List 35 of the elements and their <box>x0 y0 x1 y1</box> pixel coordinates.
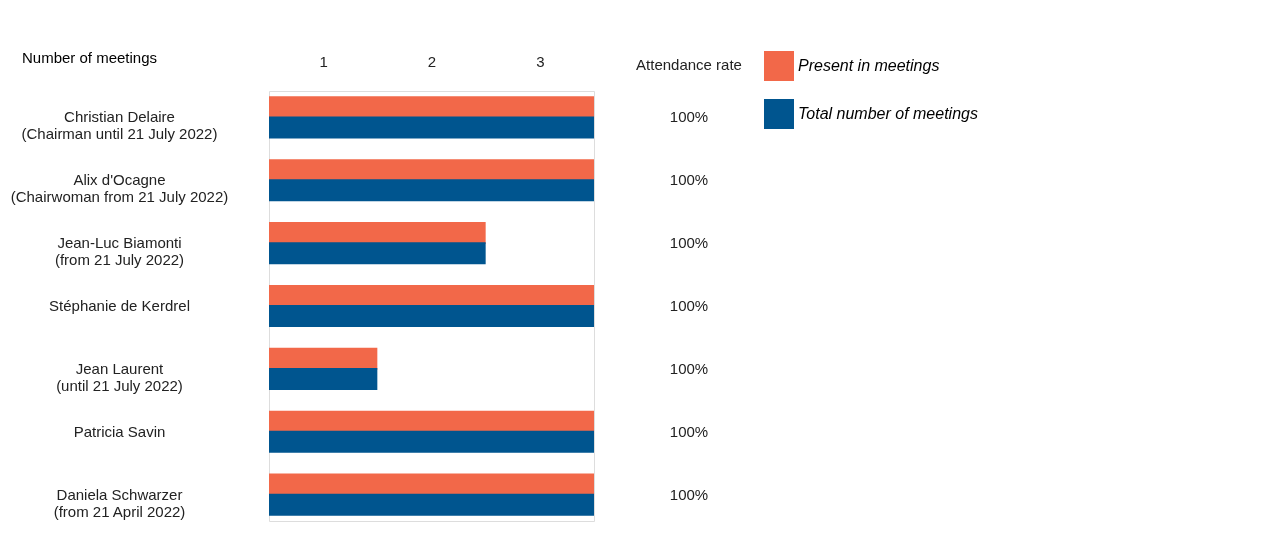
bar <box>269 305 594 328</box>
bar <box>269 116 594 139</box>
y-tick-label: Patricia Savin <box>73 422 166 440</box>
y-tick-label: Jean-Luc Biamonti (from 21 July 2022) <box>54 234 185 269</box>
bar <box>269 367 378 390</box>
y-tick-label: Christian Delaire (Chairman until 21 July 2022) <box>21 108 218 143</box>
text: 100% <box>669 234 709 252</box>
text: 100% <box>669 171 709 189</box>
x-tick-label: 3 <box>536 52 545 70</box>
bar <box>269 430 594 453</box>
bar <box>269 159 594 182</box>
text: 100% <box>669 422 709 440</box>
bar <box>269 284 594 307</box>
text: 100% <box>669 485 709 503</box>
bar <box>269 96 594 119</box>
bar <box>269 347 378 370</box>
bar <box>269 410 594 433</box>
bar <box>269 493 594 516</box>
y-tick-label: Daniela Schwarzer (from 21 April 2022) <box>53 485 186 520</box>
text: 100% <box>669 108 709 126</box>
bar <box>269 179 594 202</box>
text: 100% <box>669 359 709 377</box>
text: 100% <box>669 297 709 314</box>
bar <box>269 222 486 245</box>
text: Attendance rate <box>636 56 742 73</box>
y-tick-label: Alix d'Ocagne (Chairwoman from 21 July 2022) <box>10 171 229 206</box>
y-axis-title: Number of meetings <box>21 48 158 66</box>
legend-label: Total number of meetings <box>798 105 978 122</box>
x-tick-label: 1 <box>319 52 328 70</box>
bar <box>269 473 594 496</box>
x-tick-label: 2 <box>427 52 437 70</box>
bar <box>269 242 486 265</box>
y-tick-label: Stéphanie de Kerdrel <box>49 297 190 314</box>
legend-label: Present in meetings <box>798 57 940 74</box>
y-tick-label: Jean Laurent (until 21 July 2022) <box>56 359 183 394</box>
